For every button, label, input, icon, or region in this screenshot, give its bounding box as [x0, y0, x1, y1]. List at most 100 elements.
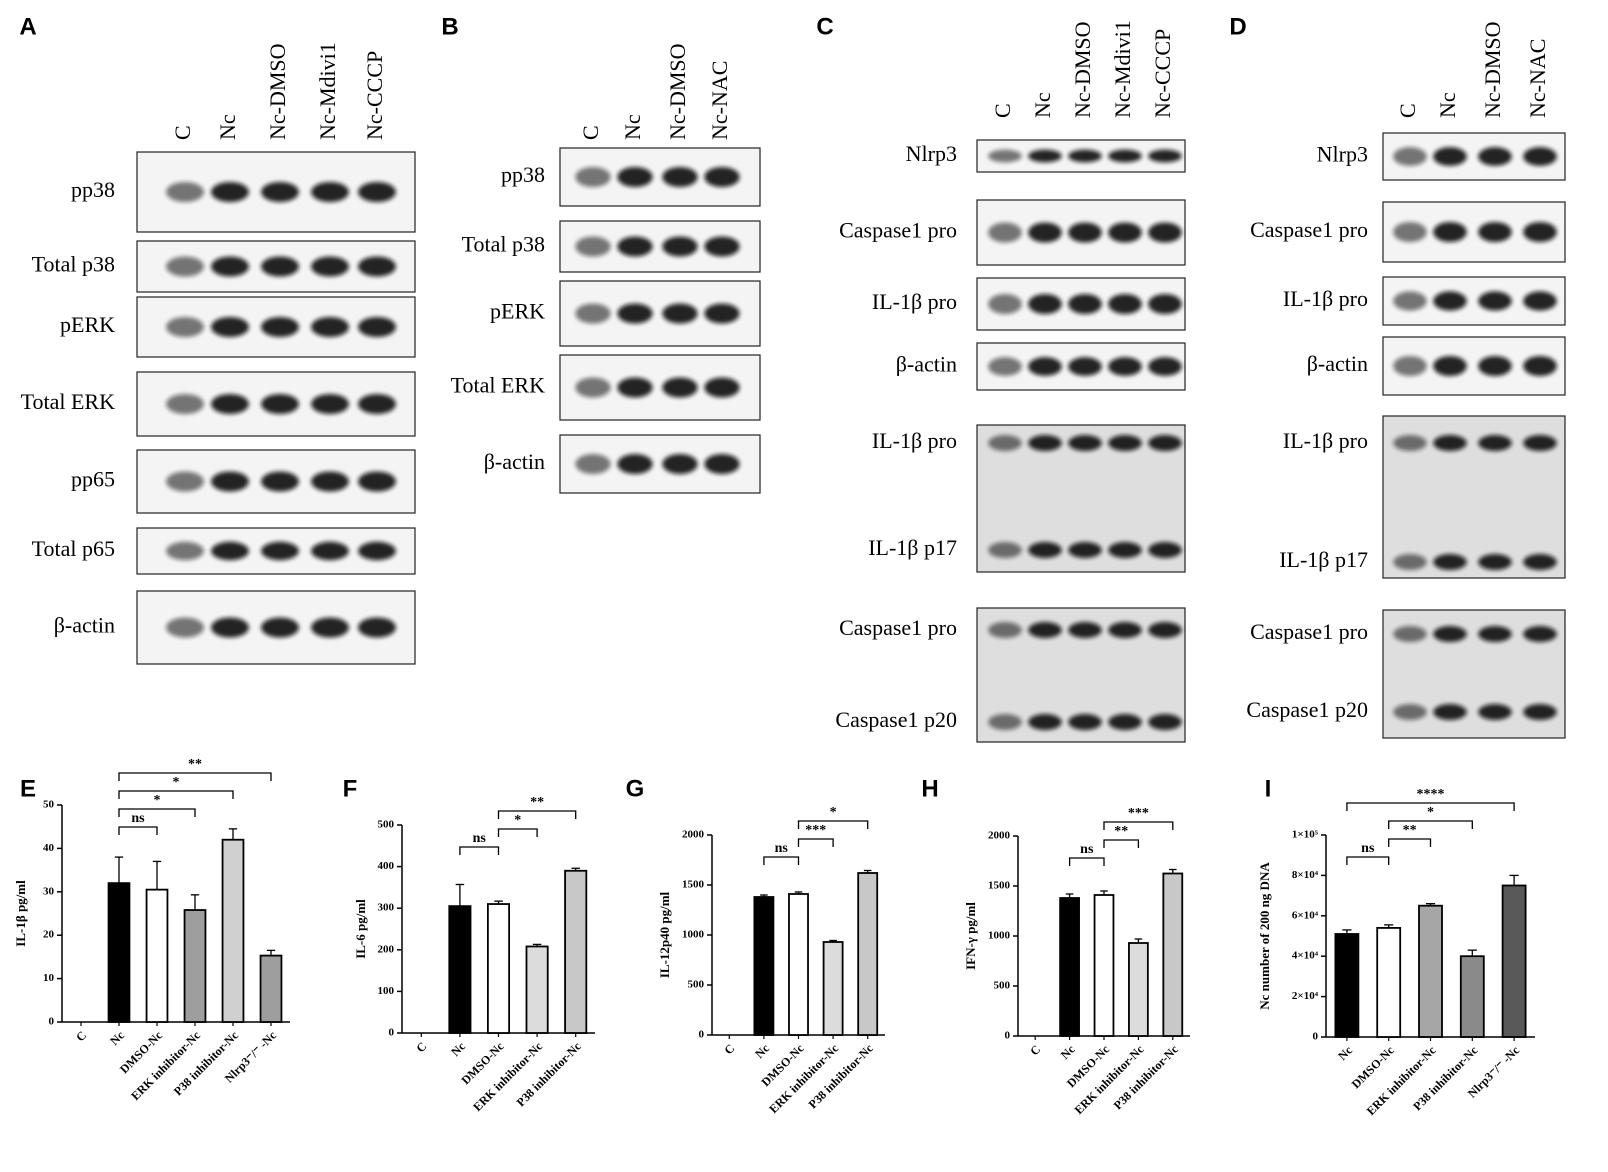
row-label: pp38 — [501, 162, 545, 187]
significance-label: * — [173, 775, 180, 790]
band — [1523, 626, 1557, 642]
lane-label: Nc-DMSO — [265, 43, 290, 140]
band — [311, 394, 349, 414]
band — [1028, 222, 1062, 243]
significance-label: * — [154, 793, 161, 808]
band — [166, 182, 204, 202]
x-tick-label: ERK inhibitor-Nc — [470, 1039, 545, 1114]
error-bar — [152, 860, 162, 890]
error-bar — [760, 894, 768, 897]
band — [1393, 626, 1427, 642]
band — [1478, 554, 1512, 570]
y-tick-label: 1000 — [988, 930, 1011, 942]
band — [575, 454, 611, 474]
band — [617, 454, 653, 474]
band — [1148, 714, 1182, 730]
band — [1478, 435, 1512, 451]
band — [358, 256, 396, 277]
band — [704, 167, 740, 187]
bar — [1459, 955, 1485, 1038]
y-tick-label: 200 — [378, 943, 395, 955]
band — [1433, 222, 1467, 242]
band — [1523, 704, 1557, 720]
band — [704, 377, 740, 398]
band — [1393, 147, 1427, 166]
row-label: pp65 — [71, 467, 115, 492]
y-tick-label: 10 — [43, 972, 55, 984]
x-tick-label: Nc — [448, 1039, 468, 1059]
y-tick-label: 0 — [1313, 1031, 1319, 1043]
band — [575, 236, 611, 257]
error-bar — [829, 939, 837, 942]
row-label: β-actin — [896, 352, 957, 377]
significance-label: *** — [1128, 806, 1149, 821]
y-tick-label: 1500 — [988, 880, 1011, 892]
band — [1523, 356, 1557, 376]
band — [1068, 149, 1102, 163]
row-label: Caspase1 p20 — [1246, 697, 1368, 722]
lane-label: C — [578, 125, 603, 140]
bar — [221, 838, 245, 1023]
y-tick-label: 1×10⁵ — [1292, 829, 1319, 841]
band — [1148, 149, 1182, 163]
band — [358, 541, 396, 561]
lane-label: Nc-Mdivi1 — [1110, 20, 1135, 118]
panel-letter: I — [1265, 775, 1272, 802]
band — [1068, 294, 1102, 314]
x-tick-label: C — [413, 1039, 429, 1055]
band — [211, 182, 249, 202]
band — [311, 471, 349, 492]
significance-label: ns — [131, 811, 145, 826]
bar — [525, 945, 549, 1034]
row-label: Total ERK — [451, 373, 546, 398]
band — [1433, 435, 1467, 451]
x-tick-label: Nc — [752, 1041, 772, 1061]
row-label: Total ERK — [21, 389, 116, 414]
band — [1028, 357, 1062, 376]
band — [704, 236, 740, 257]
band — [662, 167, 698, 187]
row-label: IL-1β p17 — [868, 535, 957, 560]
lane-label: Nc — [1435, 92, 1460, 118]
significance-bracket — [118, 808, 196, 817]
y-tick-label: 30 — [43, 885, 55, 897]
row-label: IL-1β p17 — [1279, 547, 1368, 572]
y-tick-label: 0 — [699, 1029, 705, 1041]
band — [261, 182, 299, 202]
band — [1393, 554, 1427, 570]
x-tick-label: Nc — [107, 1028, 127, 1048]
significance-label: ** — [1403, 823, 1417, 838]
bar — [1334, 933, 1360, 1038]
x-tick-label: ERK inhibitor-Nc — [128, 1028, 203, 1103]
bar — [857, 872, 879, 1036]
row-label: Nlrp3 — [1317, 142, 1368, 167]
band — [1148, 542, 1182, 558]
row-label: Caspase1 p20 — [835, 707, 957, 732]
y-axis-label: IL-12p40 pg/ml — [657, 891, 672, 978]
band — [1433, 291, 1467, 311]
band — [1108, 294, 1142, 314]
band — [211, 317, 249, 337]
band — [988, 149, 1022, 163]
y-axis-label: IL-1β pg/ml — [13, 880, 28, 947]
significance-label: * — [830, 805, 837, 820]
panel-letter: B — [441, 13, 458, 40]
band — [261, 541, 299, 561]
band — [1393, 435, 1427, 451]
band — [1148, 294, 1182, 314]
y-tick-label: 50 — [43, 799, 55, 811]
lane-label: Nc-NAC — [707, 61, 732, 140]
panel-letter: H — [921, 775, 938, 802]
panel-letter: D — [1229, 13, 1246, 40]
significance-label: ** — [530, 795, 544, 810]
band — [1433, 356, 1467, 376]
band — [1068, 222, 1102, 243]
error-bar — [1342, 929, 1352, 934]
row-label: Nlrp3 — [906, 141, 957, 166]
band — [1523, 222, 1557, 242]
band — [166, 617, 204, 638]
band — [1478, 356, 1512, 376]
bar — [145, 888, 169, 1023]
error-bar — [532, 943, 542, 947]
bar — [448, 905, 472, 1034]
